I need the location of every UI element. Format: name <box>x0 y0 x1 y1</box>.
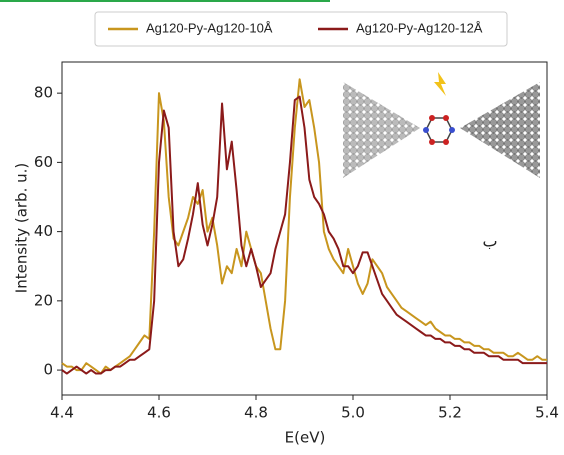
legend-label: Ag120-Py-Ag120-10Å <box>146 20 273 35</box>
annotation: ب <box>482 232 497 251</box>
y-tick-label: 0 <box>43 361 53 379</box>
atom <box>443 139 449 145</box>
molecule <box>425 117 453 143</box>
plot-frame <box>61 61 548 396</box>
series-line <box>61 95 547 375</box>
series-line <box>61 78 547 375</box>
x-tick-label: 5.4 <box>535 404 559 422</box>
x-tick-label: 4.8 <box>244 404 268 422</box>
nanoparticle-right <box>460 82 540 178</box>
atom <box>429 115 435 121</box>
inset <box>343 72 540 178</box>
y-tick-label: 60 <box>34 153 53 171</box>
y-tick-label: 20 <box>34 291 53 309</box>
legend-label: Ag120-Py-Ag120-12Å <box>356 20 483 35</box>
nanoparticle-left <box>343 82 420 178</box>
x-tick-label: 5.2 <box>438 404 462 422</box>
x-tick-label: 4.4 <box>50 404 74 422</box>
y-axis-label: Intensity (arb. u.) <box>13 163 31 293</box>
legend <box>94 11 508 47</box>
atom <box>423 127 429 133</box>
y-tick-label: 80 <box>34 84 53 102</box>
x-tick-label: 5.0 <box>341 404 365 422</box>
y-tick-label: 40 <box>34 222 53 240</box>
atom <box>443 115 449 121</box>
lightning-icon <box>434 72 446 96</box>
x-tick-label: 4.6 <box>147 404 171 422</box>
x-axis-label: E(eV) <box>285 429 326 447</box>
atom <box>449 127 455 133</box>
atom <box>429 139 435 145</box>
